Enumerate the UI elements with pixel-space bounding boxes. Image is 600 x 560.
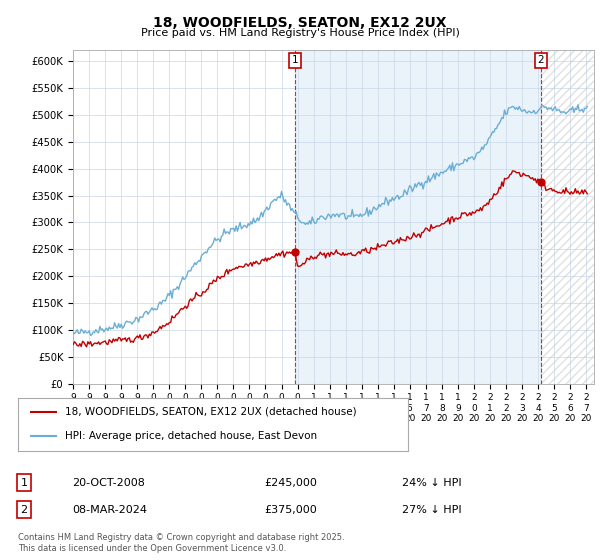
Text: Contains HM Land Registry data © Crown copyright and database right 2025.
This d: Contains HM Land Registry data © Crown c… [18, 533, 344, 553]
Text: HPI: Average price, detached house, East Devon: HPI: Average price, detached house, East… [65, 431, 317, 441]
Bar [541, 50, 594, 384]
Text: 2: 2 [20, 505, 28, 515]
Text: 18, WOODFIELDS, SEATON, EX12 2UX: 18, WOODFIELDS, SEATON, EX12 2UX [153, 16, 447, 30]
Text: 08-MAR-2024: 08-MAR-2024 [72, 505, 147, 515]
Text: Price paid vs. HM Land Registry's House Price Index (HPI): Price paid vs. HM Land Registry's House … [140, 28, 460, 38]
Text: 20-OCT-2008: 20-OCT-2008 [72, 478, 145, 488]
Text: 27% ↓ HPI: 27% ↓ HPI [402, 505, 461, 515]
Text: 2: 2 [538, 55, 544, 66]
Text: £245,000: £245,000 [264, 478, 317, 488]
Text: 1: 1 [20, 478, 28, 488]
Text: 1: 1 [292, 55, 298, 66]
Text: 24% ↓ HPI: 24% ↓ HPI [402, 478, 461, 488]
Text: 18, WOODFIELDS, SEATON, EX12 2UX (detached house): 18, WOODFIELDS, SEATON, EX12 2UX (detach… [65, 407, 356, 417]
Text: £375,000: £375,000 [264, 505, 317, 515]
Bar [295, 50, 541, 384]
